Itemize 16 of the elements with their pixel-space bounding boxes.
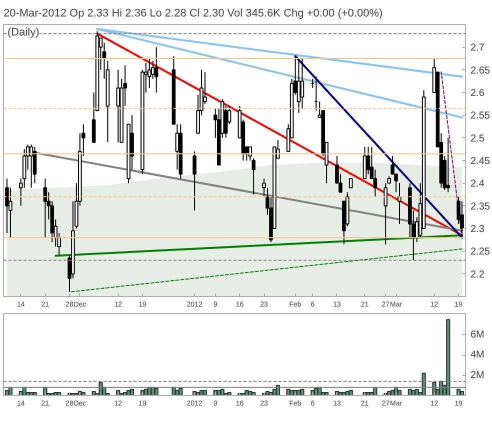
y-tick-label: 2.65: [470, 65, 490, 76]
y-tick-label: 2.7: [470, 42, 485, 54]
annotation: (Daily): [8, 26, 40, 38]
y-tick-label: 2M: [470, 370, 484, 381]
y-tick-label: 2.25: [470, 246, 490, 258]
y-tick-label: 2.5: [470, 133, 485, 144]
y-tick-label: 2.45: [470, 156, 490, 167]
y-tick-label: 2.35: [470, 201, 490, 212]
y-tick-label: 2.2: [470, 269, 485, 280]
y-tick-label: 2.55: [470, 110, 490, 122]
y-tick-label: 2.4: [470, 178, 485, 190]
y-tick-label: 4M: [470, 350, 484, 361]
y-tick-label: 6M: [470, 329, 484, 340]
y-tick-label: 2.3: [470, 224, 485, 235]
y-tick-label: 2.6: [470, 88, 485, 99]
chart-title: 20-Mar-2012 Op 2.33 Hi 2.36 Lo 2.28 Cl 2.30 Vol 345.6K Chg +0.00 (+0.00%): [4, 8, 383, 20]
